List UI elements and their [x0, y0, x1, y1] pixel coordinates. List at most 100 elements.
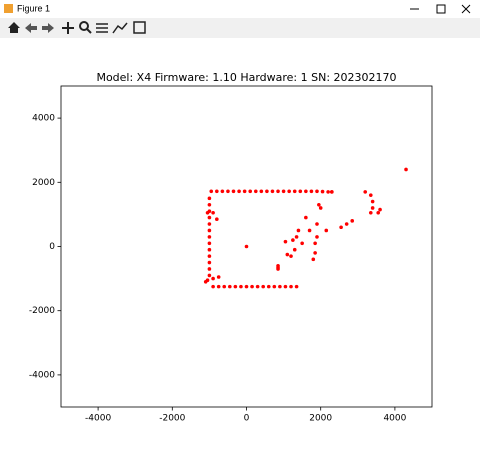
y-tick-label: -2000: [29, 306, 55, 316]
zoom-button[interactable]: [79, 21, 92, 34]
point: [278, 284, 282, 289]
point: [291, 238, 295, 242]
point: [283, 239, 288, 244]
window-title: Figure 1: [17, 3, 50, 13]
point: [207, 215, 212, 220]
x-tick-label: 2000: [309, 414, 332, 424]
point: [265, 189, 269, 194]
point: [292, 189, 297, 194]
point: [292, 247, 297, 252]
y-tick-label: 0: [49, 242, 55, 252]
point: [294, 235, 299, 239]
y-tick-label: 4000: [32, 114, 55, 124]
home-button[interactable]: [8, 22, 20, 33]
point: [320, 189, 325, 194]
y-tick-label: 2000: [32, 178, 55, 188]
point: [209, 189, 214, 194]
edit-axis-button[interactable]: [112, 22, 128, 34]
point: [324, 228, 329, 233]
point: [313, 251, 317, 255]
point: [207, 241, 212, 246]
point: [404, 167, 408, 172]
point: [244, 244, 249, 249]
close-button[interactable]: [461, 4, 471, 14]
save-button[interactable]: [133, 21, 146, 34]
pan-button[interactable]: [62, 22, 74, 34]
point: [261, 284, 265, 289]
point: [350, 219, 355, 223]
point: [233, 284, 238, 289]
point: [207, 196, 212, 201]
point: [330, 190, 334, 194]
x-tick-label: 0: [244, 414, 250, 424]
point: [370, 206, 375, 210]
point: [344, 222, 349, 226]
point: [231, 189, 236, 194]
point: [207, 267, 212, 271]
point: [289, 254, 293, 258]
point: [315, 235, 319, 239]
point: [253, 189, 258, 194]
point: [222, 284, 227, 289]
point: [276, 263, 280, 268]
point: [276, 267, 280, 271]
point: [300, 241, 304, 246]
point: [248, 189, 253, 194]
forward-button[interactable]: [42, 23, 54, 33]
toolbar: [0, 18, 480, 38]
point: [285, 252, 290, 257]
point: [207, 247, 212, 252]
point: [211, 276, 215, 281]
point: [216, 275, 221, 279]
point: [339, 225, 343, 230]
point: [276, 189, 280, 194]
point: [207, 202, 212, 207]
point: [318, 206, 323, 210]
point: [237, 189, 241, 194]
point: [368, 210, 373, 215]
point: [296, 228, 301, 233]
point: [283, 284, 288, 289]
point: [287, 189, 291, 194]
point: [272, 284, 277, 289]
point: [215, 217, 219, 222]
point: [270, 189, 275, 194]
back-button[interactable]: [25, 23, 37, 33]
point: [207, 235, 212, 239]
point: [266, 284, 271, 289]
point: [368, 193, 373, 197]
point: [363, 190, 368, 194]
maximize-button[interactable]: [436, 4, 446, 14]
chart-title: Model: X4 Firmware: 1.10 Hardware: 1 SN:…: [96, 71, 396, 84]
point: [317, 202, 321, 207]
point: [239, 284, 243, 289]
point: [313, 241, 317, 246]
point: [211, 284, 215, 289]
point: [294, 284, 299, 289]
point: [211, 210, 215, 215]
point: [207, 222, 212, 226]
title-bar: [0, 0, 480, 18]
point: [309, 189, 314, 194]
point: [226, 189, 230, 194]
point: [315, 189, 319, 194]
point: [304, 189, 308, 194]
point: [205, 210, 210, 215]
point: [242, 189, 247, 194]
point: [207, 254, 212, 258]
x-tick-label: -4000: [85, 414, 111, 424]
configure-button[interactable]: [96, 23, 108, 33]
x-tick-label: -2000: [159, 414, 185, 424]
point: [207, 260, 212, 265]
app-icon: [4, 4, 13, 13]
point: [216, 284, 221, 289]
point: [250, 284, 254, 289]
point: [203, 280, 208, 284]
point: [326, 190, 330, 194]
point: [289, 284, 293, 289]
y-tick-label: -4000: [29, 370, 55, 380]
point: [207, 228, 212, 233]
point: [244, 284, 249, 289]
